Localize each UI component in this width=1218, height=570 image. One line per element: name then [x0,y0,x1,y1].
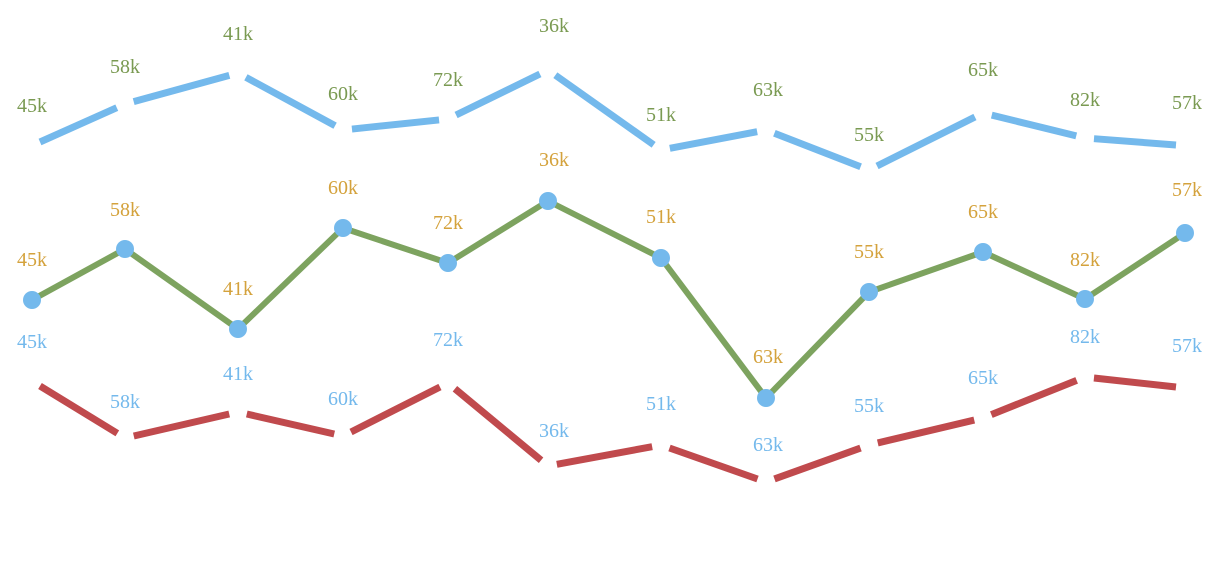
series-layer: 45k 58k 41k 60k 72k 36k 51k 63k 55k 65k 82k 57k 45k 5… [17,15,1202,483]
series-1-data-label: 63k [753,79,783,101]
series-2-segment [545,198,664,261]
series-2: 45k 58k 41k 60k 72k 36k 51k 63k 55k 65k 82k 57k [17,149,1202,407]
series-1-data-label: 58k [110,56,140,78]
series-2-data-label: 45k [17,249,47,271]
series-2-point [439,254,457,272]
series-2-data-label: 65k [968,201,998,223]
series-1-data-label: 41k [223,23,253,45]
series-2-point [334,219,352,237]
series-3-segment [556,443,653,468]
series-2-data-label: 55k [854,241,884,263]
series-2-data-label: 51k [646,206,676,228]
series-1-data-label: 55k [854,124,884,146]
series-3: 45k 58k 41k 60k 72k 36k 51k 63k 55k 65k 82k 57k [17,326,1202,483]
series-3-segment [773,444,862,483]
series-1-segment [132,72,231,105]
series-2-segment [29,246,128,303]
series-1: 45k 58k 41k 60k 72k 36k 51k 63k 55k 65k 82k 57k [17,15,1202,171]
series-2-segment [763,289,872,401]
series-3-data-label: 63k [753,434,783,456]
series-3-segment [452,386,544,463]
series-3-segment [245,410,336,438]
series-3-data-label: 57k [1172,335,1202,357]
series-3-data-label: 55k [854,395,884,417]
series-1-data-label: 72k [433,69,463,91]
series-2-point [974,243,992,261]
series-2-data-label: 63k [753,346,783,368]
series-2-data-label: 82k [1070,249,1100,271]
series-2-segment [658,255,769,401]
series-3-data-label: 45k [17,331,47,353]
series-2-point [116,240,134,258]
series-2-segment [866,249,986,295]
series-1-data-label: 65k [968,59,998,81]
series-1-segment [990,111,1078,140]
series-2-point [757,389,775,407]
series-2-point [1176,224,1194,242]
series-3-data-label: 41k [223,363,253,385]
series-1-segment [244,74,337,129]
series-3-data-label: 51k [646,393,676,415]
series-3-data-label: 65k [968,367,998,389]
series-1-segment [454,70,542,119]
series-1-segment [351,116,440,133]
series-2-point [229,320,247,338]
series-2-point [652,249,670,267]
series-2-point [23,291,41,309]
series-3-data-label: 82k [1070,326,1100,348]
series-2-data-label: 36k [539,149,569,171]
series-1-segment [875,113,977,170]
series-3-segment [990,377,1078,418]
series-2-data-label: 58k [110,199,140,221]
series-2-point [860,283,878,301]
series-1-segment [38,104,119,146]
series-2-segment [235,225,346,332]
series-2-data-label: 72k [433,212,463,234]
series-2-point [1076,290,1094,308]
series-2-segment [122,246,241,332]
series-3-segment [876,416,976,447]
series-3-data-label: 36k [539,420,569,442]
series-3-segment [38,383,120,437]
series-2-data-label: 60k [328,177,358,199]
series-2-segment [980,249,1088,302]
series-1-data-label: 60k [328,83,358,105]
series-3-data-label: 58k [110,391,140,413]
series-2-segment [445,198,551,266]
series-1-data-label: 45k [17,95,47,117]
series-1-data-label: 57k [1172,92,1202,114]
series-2-data-label: 57k [1172,179,1202,201]
series-1-segment [1093,135,1177,149]
series-3-segment [1093,374,1177,391]
series-1-data-label: 51k [646,104,676,126]
series-3-data-label: 72k [433,329,463,351]
series-2-point [539,192,557,210]
series-3-data-label: 60k [328,388,358,410]
series-3-segment [668,444,759,483]
series-1-segment [669,128,758,152]
series-1-data-label: 36k [539,15,569,37]
series-1-segment [553,72,656,148]
series-3-segment [132,410,231,440]
series-2-segment [340,225,451,266]
series-2-segment [1082,230,1188,302]
series-2-data-label: 41k [223,278,253,300]
series-1-data-label: 82k [1070,89,1100,111]
series-1-segment [773,129,862,171]
series-3-segment [349,383,442,436]
